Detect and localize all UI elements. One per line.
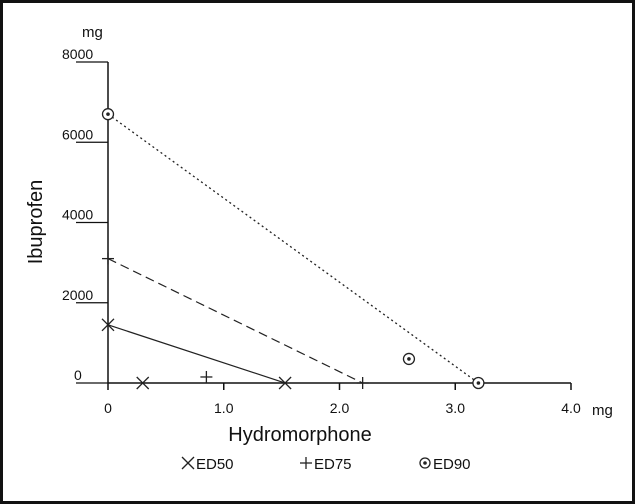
y-axis-ticks: 0 2000 4000 6000 8000	[62, 46, 108, 384]
y-tick-label: 0	[74, 367, 82, 383]
x-tick-label: 2.0	[330, 400, 350, 416]
legend-item-ed50: ED50	[181, 456, 234, 473]
y-tick-label: 4000	[62, 207, 93, 223]
isobole-line-ed50	[107, 324, 286, 384]
legend-label: ED90	[433, 456, 471, 473]
legend-item-ed90: ED90	[419, 456, 471, 473]
x-tick-label: 4.0	[561, 400, 581, 416]
y-tick-label: 2000	[62, 287, 93, 303]
data-point-ed90	[472, 376, 485, 390]
data-point-ed50	[101, 318, 115, 332]
y-axis-unit: mg	[82, 24, 103, 41]
data-point-ed75	[200, 370, 213, 383]
legend-marker-ed90	[419, 457, 431, 469]
legend: ED50 ED75 ED90	[181, 456, 471, 473]
legend-label: ED75	[314, 456, 352, 473]
x-tick-label: 1.0	[214, 400, 234, 416]
data-point-ed90	[402, 352, 416, 366]
isobole-line-ed90	[107, 113, 479, 384]
x-tick-label: 0	[104, 400, 112, 416]
data-point-ed75	[102, 252, 114, 265]
y-axis-title: Ibuprofen	[25, 180, 47, 265]
data-point-ed90	[101, 108, 115, 121]
data-point-ed75	[356, 377, 369, 389]
x-axis-title: Hydromorphone	[228, 424, 371, 446]
data-markers	[101, 108, 485, 390]
x-axis-unit: mg	[592, 402, 613, 419]
x-axis-ticks: 0 1.0 2.0 3.0 4.0	[104, 383, 581, 416]
data-point-ed50	[278, 376, 292, 390]
legend-item-ed75: ED75	[300, 456, 352, 473]
y-tick-label: 6000	[62, 126, 93, 142]
isobole-line-ed75	[107, 258, 363, 384]
legend-marker-ed75	[300, 457, 312, 469]
legend-marker-ed50	[181, 456, 195, 470]
legend-label: ED50	[196, 456, 234, 473]
y-tick-label: 8000	[62, 46, 93, 62]
x-tick-label: 3.0	[446, 400, 466, 416]
data-point-ed50	[136, 376, 150, 390]
isobole-lines	[107, 113, 479, 384]
